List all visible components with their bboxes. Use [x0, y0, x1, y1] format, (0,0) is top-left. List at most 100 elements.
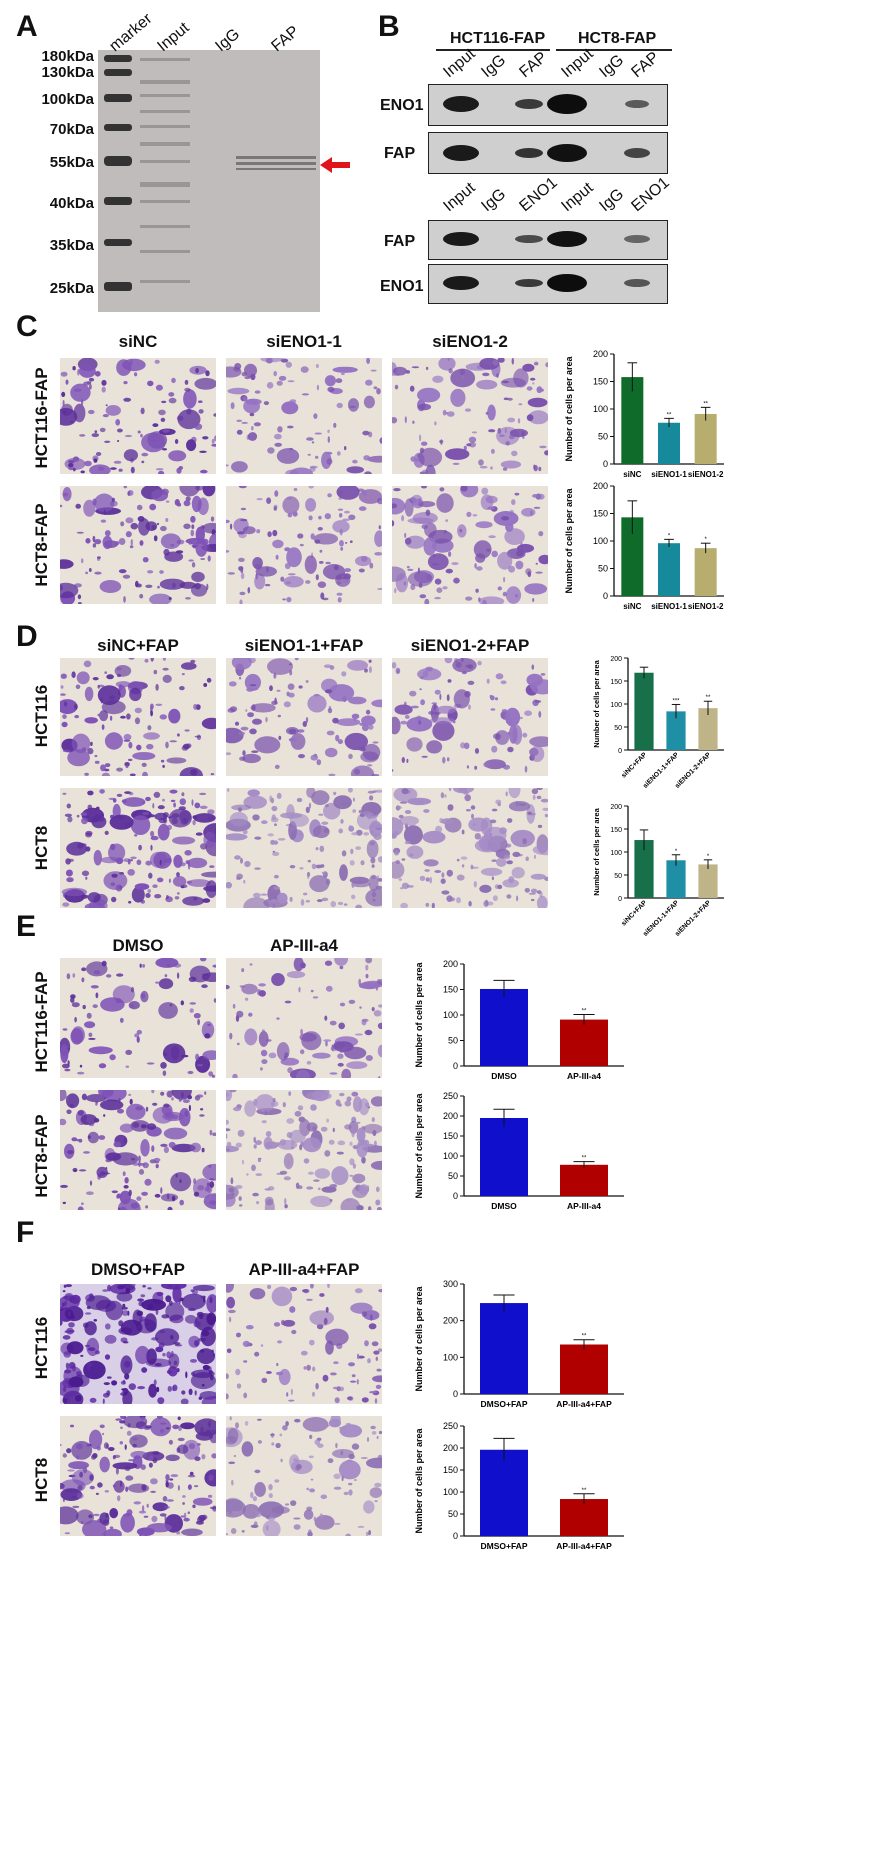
c-col-sieno1-2: siENO1-2	[432, 332, 508, 351]
bar	[694, 413, 717, 464]
blot-fap-top	[428, 132, 668, 174]
y-tick-label: 150	[443, 985, 458, 995]
x-tick-label: siNC+FAP	[620, 751, 648, 779]
significance-mark: **	[703, 401, 708, 407]
bar	[621, 377, 644, 464]
x-tick-label: siENO1-2	[688, 602, 724, 611]
y-tick-label: 200	[443, 959, 458, 969]
bar	[698, 708, 718, 750]
x-tick-label: AP-III-a4	[567, 1201, 601, 1211]
bar	[560, 1499, 608, 1536]
micrograph	[60, 788, 216, 908]
y-tick-label: 150	[593, 377, 608, 387]
marker-35: 35kDa	[49, 237, 94, 254]
arrow-icon	[320, 157, 350, 173]
significance-mark: **	[706, 695, 711, 701]
y-axis-label: Number of cells per area	[592, 659, 601, 747]
f-col-ap-iii-a4-fap: AP-III-a4+FAP	[248, 1260, 360, 1279]
y-tick-label: 200	[610, 656, 622, 663]
y-tick-label: 100	[593, 404, 608, 414]
y-tick-label: 0	[618, 748, 622, 755]
c-col-sinc: siNC	[118, 332, 158, 351]
blot-eno1-bottom	[428, 264, 668, 304]
y-tick-label: 200	[443, 1316, 458, 1326]
bar	[480, 1118, 528, 1196]
c-row-hct116-fap: HCT116-FAP	[32, 367, 51, 469]
y-tick-label: 150	[610, 827, 622, 834]
y-tick-label: 0	[453, 1191, 458, 1201]
d-col-sieno1-2-fap: siENO1-2+FAP	[410, 636, 530, 655]
blot-eno1-top	[428, 84, 668, 126]
micrograph	[226, 788, 382, 908]
micrograph	[226, 358, 382, 474]
significance-mark: **	[667, 412, 672, 418]
bar	[480, 988, 528, 1066]
f-col-dmso-fap: DMSO+FAP	[91, 1260, 185, 1279]
e-col-dmso: DMSO	[112, 936, 164, 955]
marker-100: 100kDa	[41, 91, 94, 108]
micrograph	[392, 788, 548, 908]
group-line-1	[436, 49, 550, 51]
y-tick-label: 150	[593, 509, 608, 519]
b-row-fap: FAP	[384, 145, 416, 162]
panel-letter-a: A	[16, 10, 38, 43]
bar-chart-c2: Number of cells per area 0 50 100 150 200 siNC…	[564, 481, 724, 611]
y-tick-label: 100	[443, 1487, 458, 1497]
b-lane-7: Input	[440, 179, 479, 216]
bar	[666, 711, 686, 750]
bar-chart-e2: Number of cells per area 0 50 100 150 200 250 D…	[414, 1091, 624, 1211]
bar	[666, 860, 686, 898]
y-tick-label: 0	[603, 591, 608, 601]
bar	[621, 517, 644, 596]
bar	[694, 548, 717, 596]
b-row-eno1-2: ENO1	[380, 278, 424, 295]
x-tick-label: siENO1-1	[651, 470, 687, 479]
y-tick-label: 150	[443, 1465, 458, 1475]
b-lane-9: ENO1	[516, 174, 561, 216]
x-tick-label: DMSO+FAP	[481, 1399, 528, 1409]
micrograph	[60, 486, 216, 604]
b-lane-11: IgG	[596, 185, 628, 216]
y-tick-label: 100	[610, 702, 622, 709]
y-tick-label: 100	[443, 1352, 458, 1362]
f-row-hct8: HCT8	[32, 1457, 51, 1503]
significance-mark: *	[704, 537, 707, 543]
y-tick-label: 150	[443, 1131, 458, 1141]
bar	[634, 672, 654, 750]
y-axis-label: Number of cells per area	[592, 807, 601, 895]
bar	[658, 543, 680, 596]
x-tick-label: siNC	[623, 470, 641, 479]
panel-letter-b: B	[378, 10, 400, 43]
y-tick-label: 50	[614, 725, 622, 732]
y-axis-label: Number of cells per area	[414, 1092, 424, 1198]
y-tick-label: 200	[610, 804, 622, 811]
x-tick-label: siNC+FAP	[620, 899, 648, 927]
panel-letter-f: F	[16, 1216, 35, 1249]
marker-40: 40kDa	[49, 195, 94, 212]
y-tick-label: 50	[448, 1036, 458, 1046]
marker-180: 180kDa	[41, 48, 94, 65]
significance-mark: **	[582, 1156, 587, 1162]
micrograph	[226, 1090, 382, 1210]
bar-chart-c1: Number of cells per area 0 50 100 150 200 siNC…	[564, 349, 724, 479]
marker-130: 130kDa	[41, 64, 94, 81]
y-axis-label: Number of cells per area	[564, 487, 574, 593]
micrograph	[60, 1284, 216, 1404]
micrograph	[226, 658, 382, 776]
significance-mark: *	[707, 854, 710, 860]
y-tick-label: 0	[603, 459, 608, 469]
bar-chart-d1: Number of cells per area 0 50 100 150 200 siNC…	[592, 656, 724, 790]
significance-mark: **	[582, 1488, 587, 1494]
blot-fap-bottom	[428, 220, 668, 260]
y-axis-label: Number of cells per area	[414, 1427, 424, 1533]
d-row-hct116: HCT116	[32, 684, 51, 748]
panel-letter-d: D	[16, 620, 38, 653]
b-row-eno1: ENO1	[380, 97, 424, 114]
x-tick-label: AP-III-a4	[567, 1071, 601, 1081]
y-tick-label: 300	[443, 1279, 458, 1289]
panel-letter-e: E	[16, 910, 37, 943]
y-tick-label: 100	[443, 1010, 458, 1020]
b-lane-6: FAP	[628, 48, 663, 82]
b-lane-2: IgG	[478, 51, 510, 82]
y-tick-label: 0	[618, 896, 622, 903]
